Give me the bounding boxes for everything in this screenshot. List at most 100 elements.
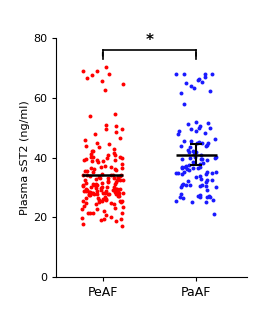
Point: [114, 192, 118, 197]
Point: [93, 186, 97, 191]
Point: [185, 179, 189, 184]
Point: [95, 206, 99, 211]
Point: [99, 217, 103, 222]
Point: [203, 172, 207, 177]
Point: [210, 198, 214, 203]
Point: [111, 146, 115, 151]
Point: [209, 178, 213, 183]
Point: [204, 187, 208, 192]
Point: [104, 155, 108, 160]
Point: [198, 184, 202, 189]
Point: [204, 178, 208, 183]
Point: [193, 149, 197, 154]
Point: [181, 101, 185, 106]
Point: [187, 182, 191, 187]
Point: [173, 171, 177, 176]
Point: [113, 129, 117, 135]
Point: [211, 212, 215, 217]
Point: [83, 180, 87, 185]
Point: [84, 169, 88, 174]
Point: [120, 191, 124, 196]
Point: [195, 165, 199, 170]
Point: [119, 210, 123, 215]
Point: [188, 126, 192, 131]
Point: [117, 136, 121, 141]
Point: [88, 192, 92, 197]
Point: [95, 69, 99, 74]
Point: [202, 71, 206, 76]
Point: [193, 175, 197, 180]
Point: [187, 150, 191, 155]
Point: [100, 180, 104, 186]
Point: [188, 84, 192, 89]
Point: [190, 166, 194, 171]
Point: [102, 87, 106, 92]
Point: [209, 71, 213, 76]
Point: [181, 181, 185, 186]
Point: [88, 174, 92, 179]
Point: [199, 157, 203, 162]
Point: [94, 201, 98, 206]
Point: [98, 186, 102, 191]
Point: [87, 193, 91, 198]
Point: [105, 185, 109, 190]
Point: [104, 127, 108, 132]
Point: [213, 155, 217, 160]
Point: [83, 156, 87, 161]
Point: [84, 75, 88, 80]
Point: [81, 198, 85, 203]
Point: [96, 144, 100, 149]
Point: [198, 176, 202, 181]
Point: [106, 180, 110, 185]
Point: [109, 165, 113, 170]
Point: [203, 199, 207, 204]
Point: [113, 189, 117, 194]
Point: [190, 148, 194, 153]
Point: [179, 182, 183, 187]
Point: [116, 193, 120, 198]
Point: [207, 194, 211, 199]
Point: [194, 141, 198, 146]
Point: [90, 191, 94, 196]
Point: [184, 183, 188, 188]
Point: [104, 188, 108, 193]
Point: [86, 189, 90, 194]
Point: [119, 166, 123, 171]
Point: [114, 177, 118, 182]
Point: [113, 186, 117, 192]
Point: [88, 184, 92, 189]
Point: [113, 188, 117, 193]
Point: [115, 186, 119, 191]
Point: [113, 112, 117, 117]
Point: [96, 195, 100, 200]
Point: [183, 163, 187, 168]
Point: [84, 201, 88, 206]
Point: [83, 187, 87, 192]
Point: [106, 72, 110, 77]
Point: [179, 191, 183, 196]
Point: [194, 129, 198, 134]
Point: [113, 167, 117, 172]
Point: [91, 192, 96, 197]
Point: [184, 80, 188, 85]
Point: [119, 199, 123, 204]
Point: [202, 131, 207, 136]
Point: [187, 156, 191, 161]
Point: [197, 165, 201, 170]
Point: [119, 199, 123, 204]
Point: [95, 183, 99, 188]
Point: [100, 171, 104, 176]
Point: [199, 79, 203, 84]
Point: [192, 154, 196, 159]
Point: [173, 198, 177, 203]
Point: [98, 188, 102, 193]
Point: [185, 148, 189, 153]
Point: [118, 217, 122, 222]
Point: [91, 211, 95, 216]
Point: [191, 85, 195, 90]
Point: [179, 164, 183, 169]
Point: [120, 178, 124, 183]
Point: [203, 183, 208, 188]
Point: [90, 159, 94, 164]
Point: [204, 169, 209, 174]
